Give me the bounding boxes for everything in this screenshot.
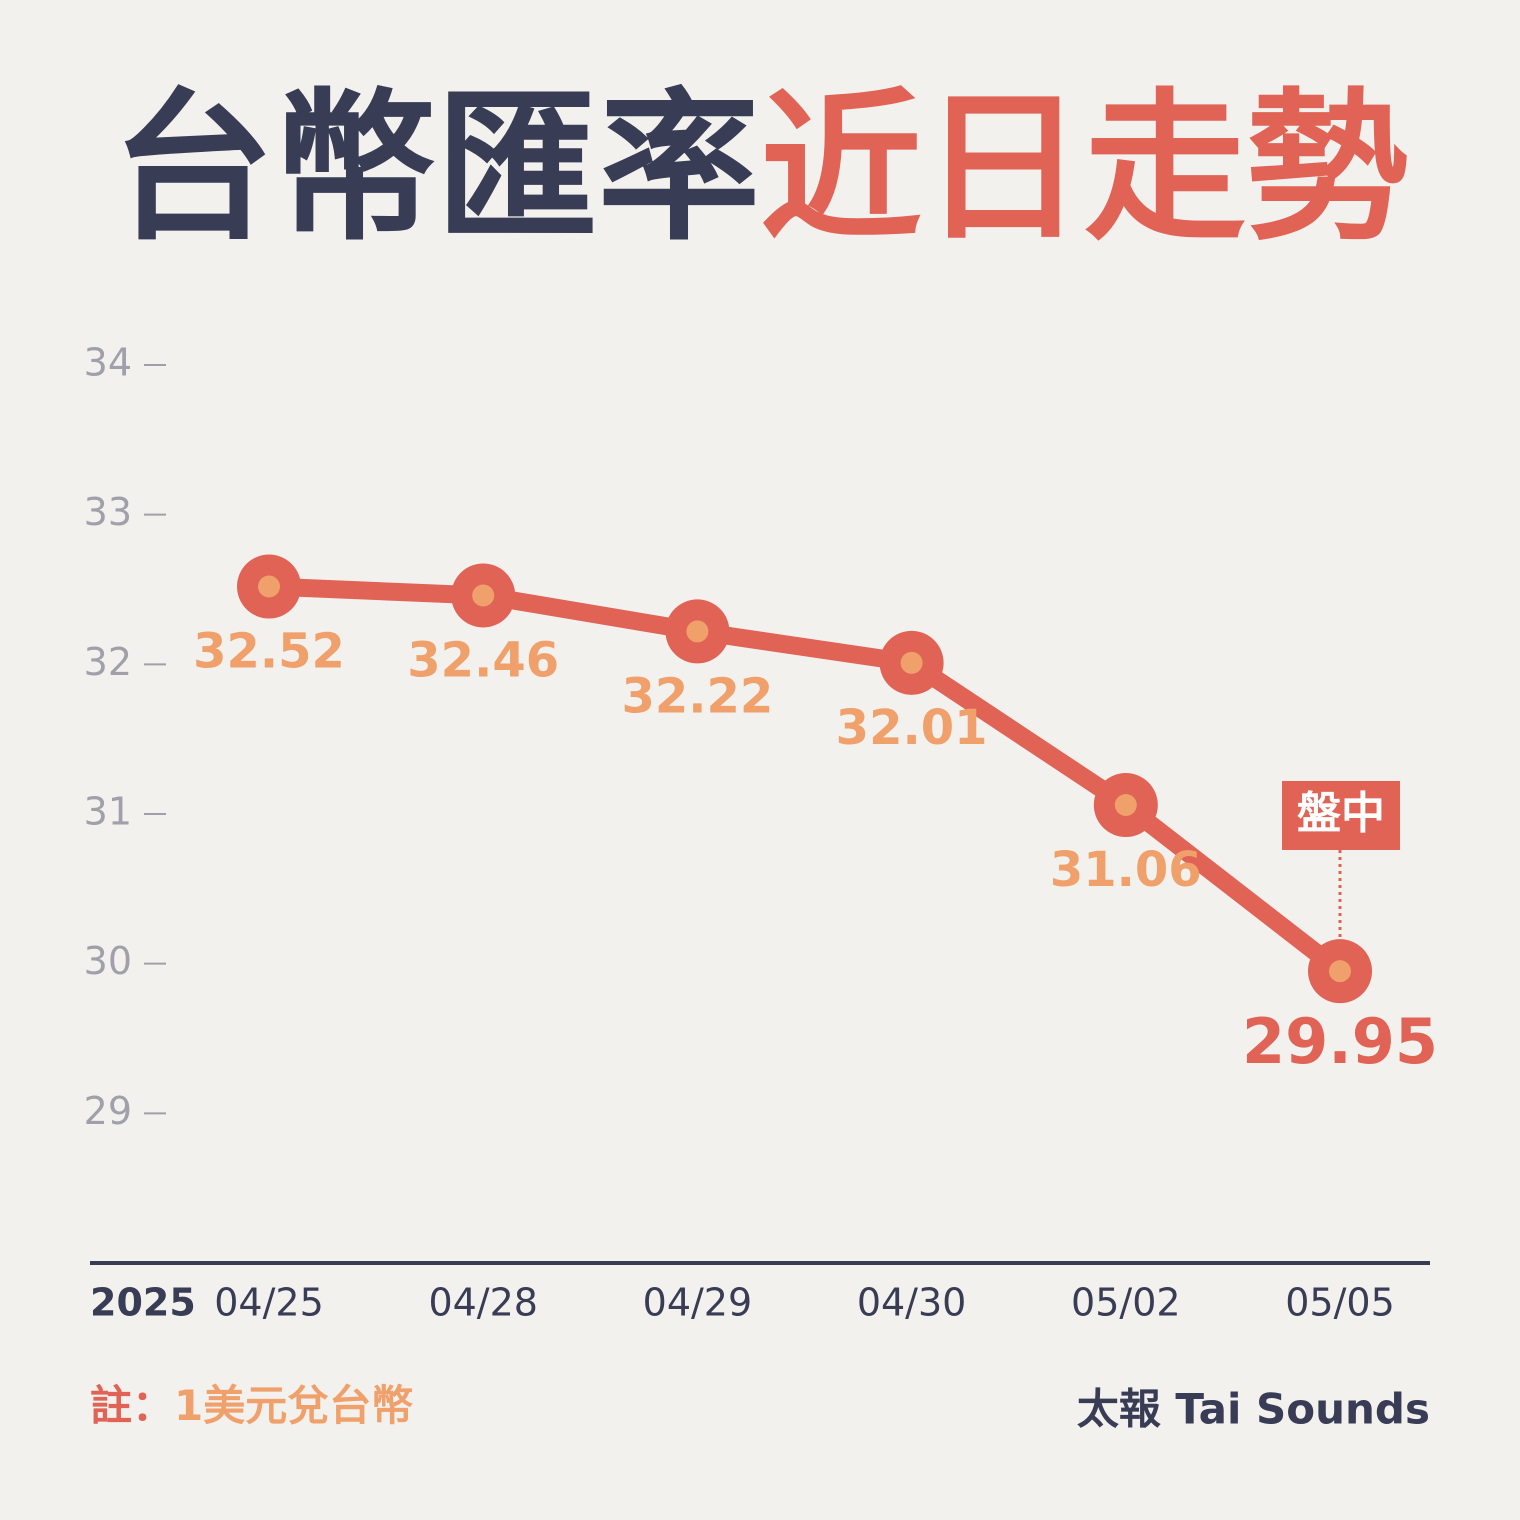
point-center — [258, 575, 280, 598]
value-label: 31.06 — [1050, 842, 1202, 898]
note-label: 註： — [90, 1381, 174, 1430]
title-main: 台幣匯率 — [112, 75, 760, 263]
source: 太報 Tai Sounds — [1077, 1385, 1430, 1434]
point-center — [900, 651, 923, 674]
point-center — [1329, 960, 1351, 983]
x-tick-label: 04/29 — [643, 1281, 753, 1325]
y-tick-label: 31 — [84, 790, 132, 834]
y-tick-label: 30 — [84, 939, 132, 983]
point-center — [686, 620, 709, 643]
chart-title: 台幣匯率近日走勢 — [112, 75, 1408, 263]
annotation: 盤中 — [1297, 788, 1385, 839]
value-label: 32.52 — [193, 624, 345, 680]
point-center — [1114, 794, 1137, 817]
y-tick-label: 32 — [84, 640, 132, 684]
line — [268, 577, 1346, 979]
x-tick-label: 05/05 — [1285, 1281, 1395, 1325]
value-label: 32.22 — [621, 668, 773, 724]
point-center — [472, 584, 495, 607]
x-tick-label: 04/25 — [214, 1281, 324, 1325]
value-label-latest: 29.95 — [1242, 1005, 1438, 1078]
y-tick-label: 29 — [84, 1089, 132, 1133]
value-label: 32.01 — [836, 700, 988, 756]
title-highlight: 近日走勢 — [760, 75, 1408, 263]
value-label: 32.46 — [407, 632, 559, 688]
x-tick-label: 05/02 — [1071, 1281, 1181, 1325]
annotation-box — [1282, 781, 1400, 850]
note: 註：1美元兌台幣 — [90, 1381, 413, 1430]
x-year-label: 2025 — [90, 1281, 196, 1325]
y-tick-label: 33 — [84, 490, 132, 534]
x-tick-label: 04/28 — [428, 1281, 538, 1325]
note-text: 1美元兌台幣 — [174, 1381, 413, 1430]
y-tick-label: 34 — [84, 341, 132, 385]
x-tick-label: 04/30 — [857, 1281, 967, 1325]
